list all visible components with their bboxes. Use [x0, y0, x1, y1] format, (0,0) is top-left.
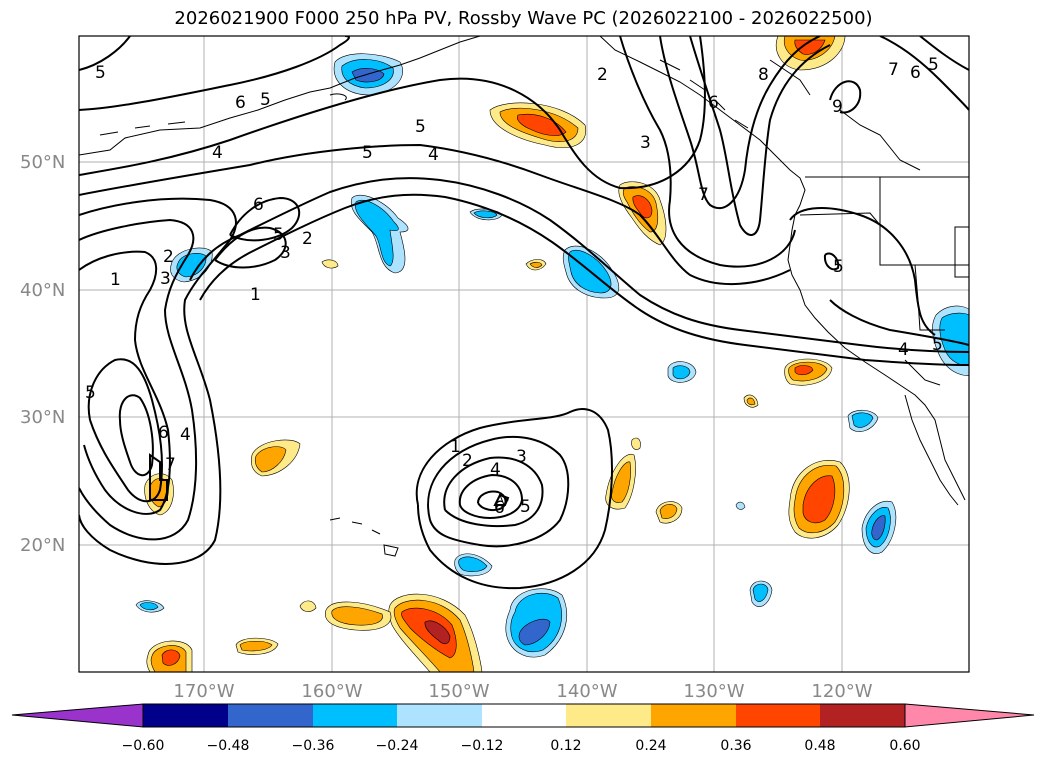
contour-label: 6 [235, 93, 246, 113]
colorbar-bin [651, 704, 736, 727]
lon-label: 140°W [556, 681, 617, 702]
latitude-labels: 50°N 40°N 30°N 20°N [20, 152, 65, 556]
contour-label: 5 [273, 225, 284, 245]
colorbar-tick-label: −0.24 [376, 738, 419, 754]
contour-label: 2 [163, 247, 174, 267]
lat-label: 50°N [20, 152, 65, 173]
lat-label: 20°N [20, 535, 65, 556]
colorbar-bin [143, 704, 228, 727]
contour-label: 1 [110, 270, 121, 290]
colorbar-bin [228, 704, 313, 727]
colorbar-tick-label: 0.48 [804, 738, 835, 754]
lon-label: 120°W [811, 681, 872, 702]
lat-label: 40°N [20, 280, 65, 301]
colorbar-tick-label: −0.60 [122, 738, 165, 754]
contour-label: 4 [898, 340, 909, 360]
contour-label: 5 [415, 117, 426, 137]
contour-label: 3 [640, 133, 651, 153]
contour-label: 6 [253, 195, 264, 215]
contour-label: 6 [158, 423, 169, 443]
colorbar-tick-label: 0.12 [550, 738, 581, 754]
colorbar-bin [566, 704, 651, 727]
contour-label: 2 [597, 65, 608, 85]
contour-label: 5 [362, 143, 373, 163]
lon-label: 170°W [173, 681, 234, 702]
contour-label: 7 [888, 60, 899, 80]
contour-label: 6 [494, 498, 505, 518]
contour-label: 5 [928, 55, 939, 75]
lon-label: 150°W [428, 681, 489, 702]
map-title: 2026021900 F000 250 hPa PV, Rossby Wave … [174, 8, 873, 29]
colorbar-tick-label: 0.36 [720, 738, 751, 754]
lon-label: 160°W [301, 681, 362, 702]
contour-label: 1 [450, 437, 461, 457]
colorbar-high-extend [904, 703, 1035, 728]
contour-label: 4 [428, 145, 439, 165]
contour-label: 3 [516, 447, 527, 467]
contour-label: 3 [280, 243, 291, 263]
contour-label: 2 [462, 451, 473, 471]
contour-label: 5 [85, 383, 96, 403]
contour-label: 5 [95, 63, 106, 83]
contour-label: 8 [758, 65, 769, 85]
lon-label: 130°W [683, 681, 744, 702]
pv-contours [79, 36, 969, 590]
colorbar-bin [482, 704, 566, 727]
contour-label: 2 [302, 229, 313, 249]
colorbar-tick-label: −0.36 [292, 738, 335, 754]
colorbar-tick-label: −0.48 [207, 738, 250, 754]
contour-label: 6 [708, 93, 719, 113]
contour-label: 5 [932, 335, 943, 355]
map-frame [78, 35, 970, 673]
colorbar: −0.60 −0.48 −0.36 −0.24 −0.12 0.12 0.24 … [11, 703, 1035, 754]
contour-label: 1 [250, 285, 261, 305]
colorbar-tick-label: −0.12 [461, 738, 504, 754]
contour-label: 5 [260, 90, 271, 110]
colorbar-bin [397, 704, 482, 727]
contour-label: 7 [698, 185, 709, 205]
colorbar-tick-label: 0.24 [635, 738, 666, 754]
contour-label: 5 [520, 497, 531, 517]
longitude-labels: 170°W 160°W 150°W 140°W 130°W 120°W [173, 681, 872, 702]
colorbar-low-extend [11, 703, 144, 728]
pv-anomaly-shading [135, 36, 969, 672]
coastlines [79, 36, 969, 557]
contour-label: 5 [833, 257, 844, 277]
contour-labels: 5 6 5 4 5 5 4 6 5 3 2 2 3 1 1 5 6 4 7 1 … [85, 55, 943, 518]
contour-label: 3 [160, 269, 171, 289]
colorbar-bin [820, 704, 905, 727]
contour-label: 4 [212, 143, 223, 163]
contour-label: 4 [490, 460, 501, 480]
contour-label: 9 [832, 97, 843, 117]
lat-label: 30°N [20, 407, 65, 428]
colorbar-tick-label: 0.60 [889, 738, 920, 754]
colorbar-bin [736, 704, 820, 727]
contour-label: 7 [165, 455, 176, 475]
gridlines [79, 36, 969, 672]
contour-label: 4 [180, 425, 191, 445]
colorbar-bin [313, 704, 397, 727]
contour-label: 6 [910, 63, 921, 83]
